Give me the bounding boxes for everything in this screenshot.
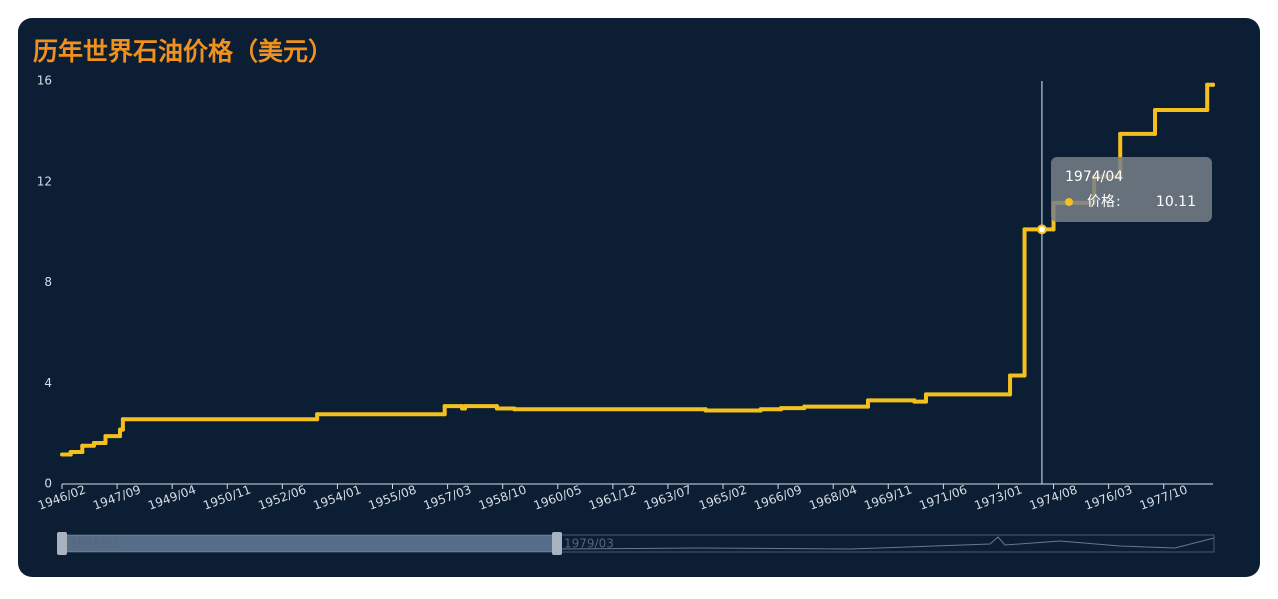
tooltip <box>1051 157 1212 222</box>
tooltip-series: 价格 <box>1087 194 1115 210</box>
y-tick-label: 16 <box>37 74 52 88</box>
zoom-start-label: 1946/02 <box>70 537 120 551</box>
zoom-preview <box>559 536 1215 550</box>
hover-point <box>1036 224 1047 235</box>
y-tick-label: 8 <box>44 275 52 289</box>
y-tick-label: 12 <box>37 174 52 188</box>
y-tick-label: 4 <box>44 376 52 390</box>
card <box>18 18 1260 577</box>
y-tick-label: 0 <box>44 477 52 491</box>
tooltip-value: 10.11 <box>1156 194 1196 210</box>
zoom-handle[interactable] <box>552 532 562 555</box>
zoom-selection <box>62 535 557 552</box>
tooltip-colon: : <box>1116 194 1121 210</box>
tooltip-dot <box>1065 198 1073 206</box>
chart-title: 历年世界石油价格（美元） <box>33 37 333 66</box>
tooltip-date: 1974/04 <box>1065 169 1123 185</box>
zoom-end-label: 1979/03 <box>564 537 614 551</box>
zoom-handle[interactable] <box>57 532 67 555</box>
